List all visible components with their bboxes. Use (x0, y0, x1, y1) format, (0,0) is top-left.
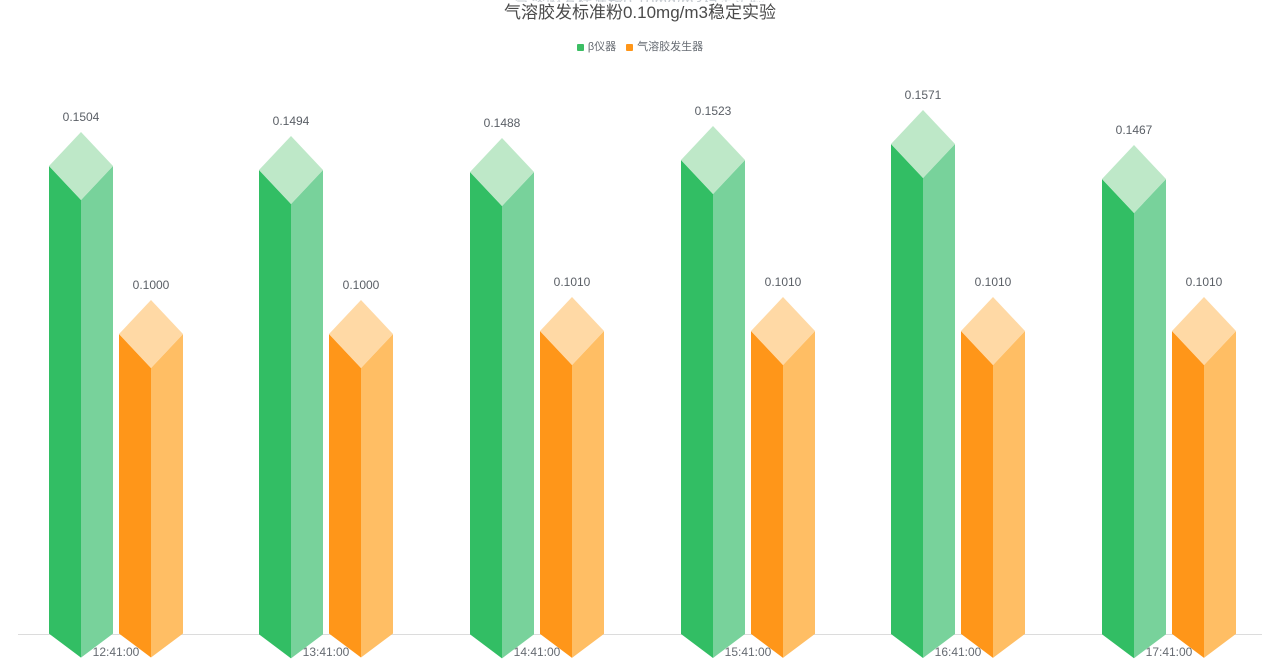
x-axis-tick-label: 16:41:00 (934, 645, 982, 659)
bar-value-label: 0.1523 (694, 104, 732, 118)
bar-beta-instrument[interactable] (49, 132, 113, 658)
legend-label-aerosol-generator: 气溶胶发生器 (637, 41, 704, 53)
bar-aerosol-generator[interactable] (1172, 297, 1236, 658)
legend-item-aerosol-generator[interactable]: 气溶胶发生器 (626, 40, 703, 54)
bar-beta-instrument[interactable] (681, 126, 745, 658)
x-axis-line (18, 634, 1262, 635)
bar-value-label: 0.1010 (764, 275, 802, 290)
x-axis-tick-label: 17:41:00 (1145, 645, 1193, 659)
legend-label-beta-instrument: β仪器 (587, 41, 617, 53)
bar-value-label: 0.1488 (483, 115, 521, 130)
bar-value-label: 0.1494 (272, 113, 310, 128)
bar-aerosol-generator[interactable] (329, 300, 393, 658)
bar-aerosol-generator[interactable] (751, 297, 815, 658)
bar-value-label: 0.1010 (553, 275, 591, 290)
bar-value-label: 0.1571 (904, 88, 942, 102)
legend-item-beta-instrument[interactable]: β仪器 (576, 40, 617, 54)
bar-beta-instrument[interactable] (470, 137, 534, 658)
bar-value-label: 0.1010 (974, 275, 1012, 290)
x-axis-tick-label: 15:41:00 (724, 645, 772, 659)
bar-beta-instrument[interactable] (891, 110, 955, 658)
bar-group: 0.1504 0.1000 12:41:00 (49, 0, 183, 666)
clipped-heading: 气溶胶发标准粉0.10mg/m3稳定实验 (0, 0, 1280, 2)
legend-swatch-orange (626, 43, 634, 51)
bar-group: 0.1467 0.1010 17:41:00 (1102, 0, 1236, 666)
bar-value-label: 0.1467 (1115, 122, 1153, 137)
bar-group: 0.1523 0.1010 15:41:00 (681, 0, 815, 666)
x-axis-tick-label: 13:41:00 (302, 645, 350, 659)
bar-group: 0.1494 0.1000 13:41:00 (259, 0, 393, 666)
bar-aerosol-generator[interactable] (961, 297, 1025, 658)
bar-value-label: 0.1000 (132, 278, 170, 293)
bar-aerosol-generator[interactable] (540, 297, 604, 658)
legend-swatch-green (576, 43, 584, 51)
x-axis-tick-label: 14:41:00 (513, 645, 561, 659)
bar-group: 0.1571 0.1010 16:41:00 (891, 0, 1025, 666)
bar-value-label: 0.1010 (1185, 275, 1223, 290)
bar-aerosol-generator[interactable] (119, 300, 183, 658)
chart-title: 气溶胶发标准粉0.10mg/m3稳定实验 (503, 3, 777, 22)
x-axis-tick-label: 12:41:00 (92, 645, 140, 659)
bar-beta-instrument[interactable] (1102, 144, 1166, 658)
bar-value-label: 0.1000 (342, 278, 380, 293)
bar-group: 0.1488 0.1010 14:41:00 (470, 0, 604, 666)
bar-value-label: 0.1504 (62, 110, 100, 125)
chart-legend: β仪器 气溶胶发生器 (0, 40, 1280, 54)
bar-beta-instrument[interactable] (259, 135, 323, 658)
